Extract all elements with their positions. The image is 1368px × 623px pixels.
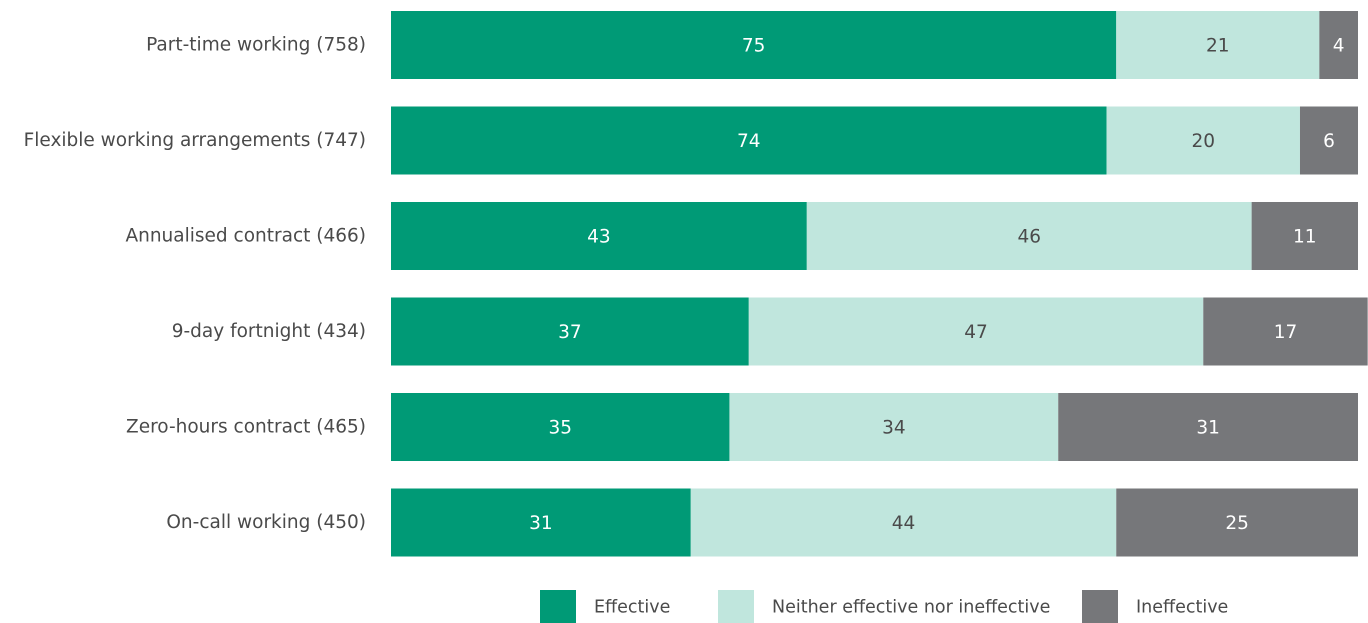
- bar-row: 9-day fortnight (434) 37 47 17: [172, 297, 1368, 366]
- bar-segment-effective: [391, 297, 749, 366]
- data-label: 31: [529, 513, 553, 534]
- data-label: 4: [1333, 36, 1345, 57]
- legend-swatch: [540, 590, 576, 623]
- bar-segment-neither-effective-nor-ineffective: [806, 202, 1252, 270]
- bar-segment-ineffective: [1299, 106, 1358, 175]
- bar-row: Flexible working arrangements (747) 74 20 6: [24, 106, 1358, 175]
- data-label: 21: [1206, 36, 1230, 57]
- bar-segment-effective: [391, 11, 1117, 79]
- data-label: 34: [882, 418, 906, 439]
- bar-segment-ineffective: [1203, 297, 1368, 366]
- data-label: 6: [1323, 131, 1335, 152]
- legend-label: Effective: [594, 598, 670, 618]
- bar-segment-ineffective: [1251, 202, 1358, 270]
- data-label: 43: [587, 227, 611, 248]
- bar-row: Zero-hours contract (465) 35 34 31: [126, 393, 1358, 461]
- data-label: 20: [1192, 131, 1216, 152]
- data-label: 75: [742, 36, 766, 57]
- data-label: 17: [1274, 322, 1298, 343]
- data-label: 31: [1196, 418, 1220, 439]
- legend-label: Neither effective nor ineffective: [772, 598, 1050, 618]
- data-label: 11: [1293, 227, 1317, 248]
- category-label: 9-day fortnight (434): [172, 321, 366, 342]
- category-label: Annualised contract (466): [125, 226, 366, 247]
- bar-segment-neither-effective-nor-ineffective: [729, 393, 1059, 461]
- category-label: On-call working (450): [166, 512, 366, 533]
- bar-row: On-call working (450) 31 44 25: [166, 488, 1358, 557]
- data-label: 35: [548, 418, 572, 439]
- data-label: 37: [558, 322, 582, 343]
- bar-segment-ineffective: [1116, 488, 1358, 557]
- category-label: Part-time working (758): [146, 35, 366, 56]
- bar-segment-neither-effective-nor-ineffective: [748, 297, 1204, 366]
- legend-swatch: [718, 590, 754, 623]
- data-label: 25: [1225, 513, 1249, 534]
- data-label: 44: [892, 513, 916, 534]
- data-label: 46: [1017, 227, 1041, 248]
- bar-segment-effective: [391, 202, 807, 270]
- bar-segment-effective: [391, 488, 691, 557]
- data-label: 47: [964, 322, 988, 343]
- bar-segment-ineffective: [1319, 11, 1358, 79]
- category-label: Flexible working arrangements (747): [24, 130, 366, 151]
- bar-segment-ineffective: [1058, 393, 1358, 461]
- bar-segment-neither-effective-nor-ineffective: [1116, 11, 1320, 79]
- data-label: 74: [737, 131, 761, 152]
- bar-segment-neither-effective-nor-ineffective: [1106, 106, 1300, 175]
- bar-row: Part-time working (758) 75 21 4: [146, 11, 1358, 79]
- bar-row: Annualised contract (466) 43 46 11: [125, 202, 1358, 270]
- category-label: Zero-hours contract (465): [126, 417, 366, 438]
- bar-segment-effective: [391, 106, 1107, 175]
- bar-segment-effective: [391, 393, 730, 461]
- legend: Effective Neither effective nor ineffecti…: [540, 590, 1228, 623]
- bar-segment-neither-effective-nor-ineffective: [690, 488, 1117, 557]
- legend-swatch: [1082, 590, 1118, 623]
- legend-label: Ineffective: [1136, 598, 1228, 618]
